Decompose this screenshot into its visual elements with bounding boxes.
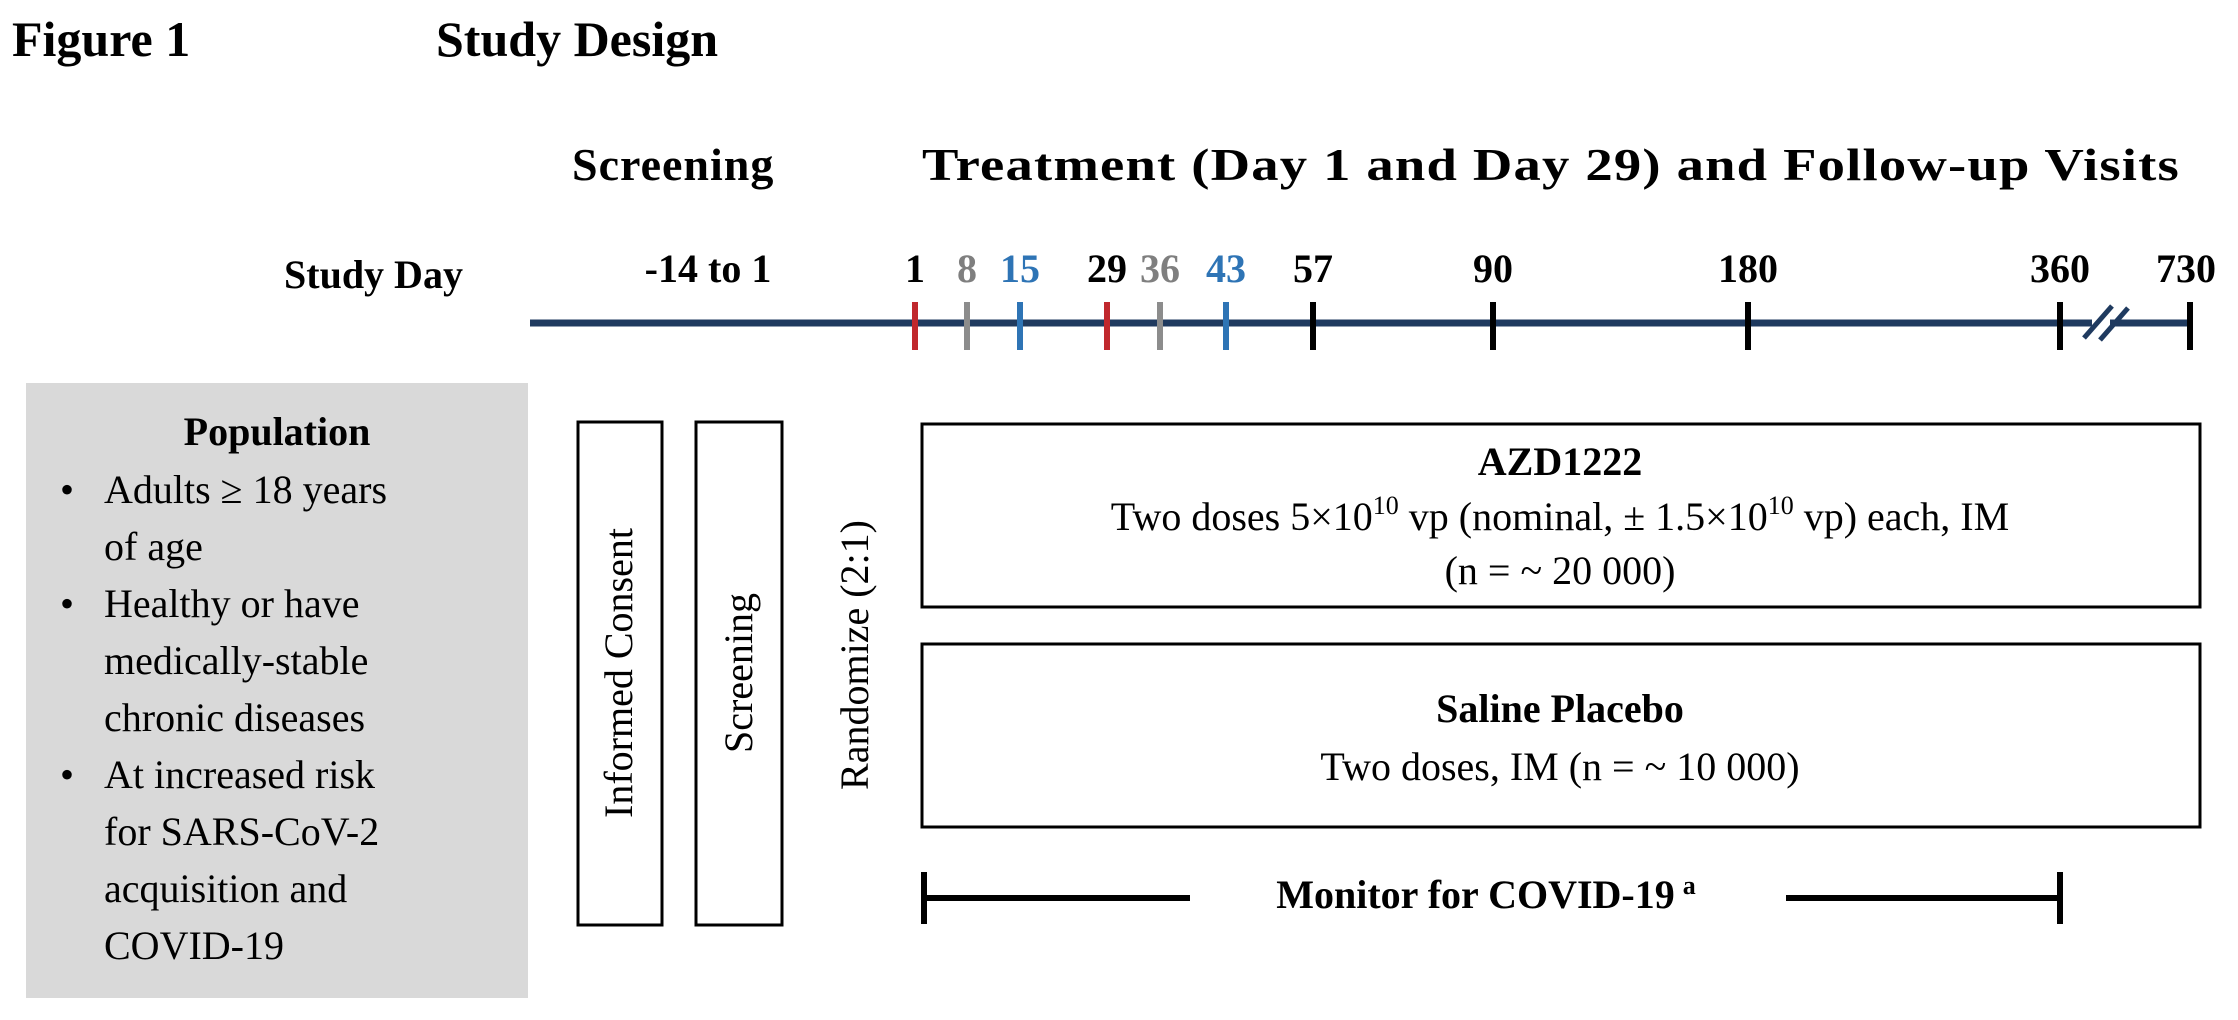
placebo-arm-title: Saline Placebo bbox=[1436, 686, 1684, 731]
timeline-tick-label-57: 57 bbox=[1293, 246, 1333, 291]
population-title: Population bbox=[184, 409, 371, 454]
population-bullet-2-line-2: medically-stable bbox=[104, 638, 368, 683]
figure-title: Study Design bbox=[436, 11, 718, 67]
study-day-label: Study Day bbox=[284, 252, 463, 297]
randomize-label: Randomize (2:1) bbox=[832, 520, 877, 790]
timeline-tick-label-36: 36 bbox=[1140, 246, 1180, 291]
azd1222-arm-n: (n = ~ 20 000) bbox=[1445, 548, 1676, 593]
population-bullet-1-line-2: of age bbox=[104, 524, 203, 569]
timeline-tick-label-90: 90 bbox=[1473, 246, 1513, 291]
placebo-arm-box bbox=[920, 642, 2202, 829]
phase-treatment-heading: Treatment (Day 1 and Day 29) and Follow-… bbox=[922, 139, 2180, 190]
placebo-arm-description: Two doses, IM (n = ~ 10 000) bbox=[1320, 744, 1799, 789]
dose-middle: vp (nominal, ± 1.5×10 bbox=[1399, 494, 1768, 539]
population-bullet-3-line-4: COVID-19 bbox=[104, 923, 284, 968]
population-bullet-2-line-3: chronic diseases bbox=[104, 695, 365, 740]
bullet-dot-icon: • bbox=[60, 752, 74, 797]
population-bullet-1-line-1: Adults ≥ 18 years bbox=[104, 467, 387, 512]
phase-screening-heading: Screening bbox=[572, 139, 774, 190]
timeline-tick-label-43: 43 bbox=[1206, 246, 1246, 291]
population-box: Population • Adults ≥ 18 years of age • Heal… bbox=[26, 383, 528, 998]
informed-consent-label: Informed Consent bbox=[596, 528, 641, 818]
monitor-bar: Monitor for COVID-19 a bbox=[921, 871, 2063, 924]
screening-day-range: -14 to 1 bbox=[645, 246, 772, 291]
monitor-label: Monitor for COVID-19 a bbox=[1276, 871, 1695, 917]
timeline-tick-label-730: 730 bbox=[2156, 246, 2216, 291]
population-bullet-3-line-1: At increased risk bbox=[104, 752, 375, 797]
monitor-footnote-marker: a bbox=[1683, 871, 1696, 900]
screening-box bbox=[694, 420, 784, 927]
timeline-tick-label-1: 1 bbox=[905, 246, 925, 291]
dose-suffix: vp) each, IM bbox=[1794, 494, 2009, 539]
population-bullet-3-line-3: acquisition and bbox=[104, 866, 347, 911]
axis-break-icon bbox=[2082, 300, 2192, 346]
informed-consent-box bbox=[576, 420, 664, 927]
dose-exponent-2: 10 bbox=[1768, 491, 1794, 520]
timeline-tick-label-29: 29 bbox=[1087, 246, 1127, 291]
population-bullet-3-line-2: for SARS-CoV-2 bbox=[104, 809, 379, 854]
screening-step-label: Screening bbox=[716, 593, 761, 753]
monitor-label-text: Monitor for COVID-19 bbox=[1276, 872, 1674, 917]
population-bullet-2-line-1: Healthy or have bbox=[104, 581, 359, 626]
azd1222-arm-title: AZD1222 bbox=[1478, 439, 1642, 484]
azd1222-arm-box bbox=[920, 422, 2202, 609]
azd1222-dose-line: Two doses 5×1010 vp (nominal, ± 1.5×1010… bbox=[1111, 491, 2009, 539]
figure-label: Figure 1 bbox=[12, 11, 190, 67]
population-bullets: • Adults ≥ 18 years of age • Healthy or have… bbox=[60, 467, 387, 968]
timeline-tick-label-8: 8 bbox=[957, 246, 977, 291]
population-background bbox=[26, 383, 528, 998]
timeline: 1 8 15 29 36 43 57 90 180 360 730 bbox=[530, 246, 2216, 350]
timeline-tick-label-180: 180 bbox=[1718, 246, 1778, 291]
dose-exponent-1: 10 bbox=[1373, 491, 1399, 520]
dose-prefix: Two doses 5×10 bbox=[1111, 494, 1373, 539]
timeline-tick-label-15: 15 bbox=[1000, 246, 1040, 291]
bullet-dot-icon: • bbox=[60, 581, 74, 626]
timeline-tick-label-360: 360 bbox=[2030, 246, 2090, 291]
bullet-dot-icon: • bbox=[60, 467, 74, 512]
